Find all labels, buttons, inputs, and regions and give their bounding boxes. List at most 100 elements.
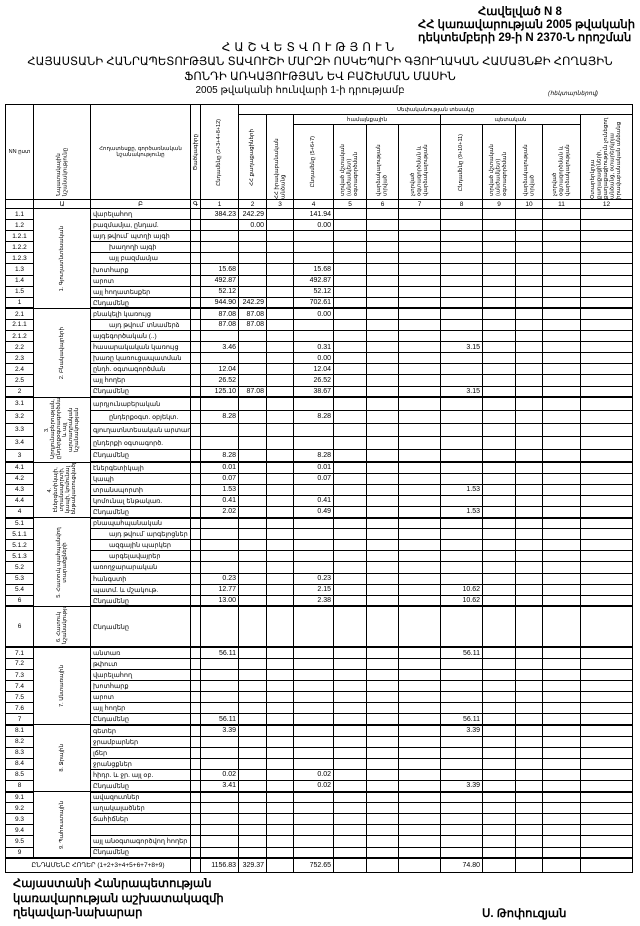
- code-cell: [190, 448, 201, 464]
- header-c10-label: վարձակալության տրված: [522, 144, 536, 196]
- row-number: 4.3: [5, 483, 34, 496]
- value-cell-col-9: [482, 813, 516, 826]
- column-number: 7: [398, 199, 441, 209]
- value-cell-col-11: [542, 517, 581, 530]
- value-cell-col-7: [398, 472, 441, 485]
- value-cell-col-1: 1.53: [200, 483, 239, 496]
- land-fund-table: NN ըստ Նպատակային նշանակությունը Հողատես…: [5, 104, 634, 873]
- total-value-col-8: 74.80: [440, 857, 483, 873]
- value-cell-col-9: [482, 702, 516, 715]
- value-cell-col-9: [482, 330, 516, 343]
- value-cell-col-8: [440, 274, 483, 287]
- value-cell-col-4: 0.00: [293, 219, 334, 232]
- value-cell-col-8: [440, 263, 483, 276]
- value-cell-col-7: [398, 230, 441, 243]
- table-row: 9.3 ճահիճներ: [5, 813, 634, 826]
- table-row: 4 Ընդամենը 2.02 0.49 1.53: [5, 505, 634, 519]
- value-cell-col-3: [266, 572, 294, 585]
- value-cell-col-5: [333, 374, 367, 387]
- value-cell-col-11: [542, 528, 581, 541]
- value-cell-col-8: [440, 802, 483, 815]
- value-cell-col-7: [398, 824, 441, 837]
- total-value-col-12: [579, 857, 634, 873]
- row-number: 5.1.2: [5, 539, 34, 552]
- row-number: 5.1.1: [5, 528, 34, 541]
- value-cell-col-7: [398, 494, 441, 507]
- table-row: 8.1 8. Ջրային գետեր 3.39 3.39: [5, 724, 634, 793]
- code-cell: [190, 494, 201, 507]
- land-type-name: ազգային պարկեր: [90, 539, 191, 552]
- table-row: 1.1 1. Գյուղատնտեսական վարելահող 384.23 242.…: [5, 207, 634, 309]
- code-cell: [190, 252, 201, 265]
- header-c7: չտրված օգտագործման և վարձակալության: [398, 124, 441, 200]
- value-cell-col-11: [542, 461, 581, 474]
- column-number: 9: [482, 199, 516, 209]
- value-cell-col-4: [293, 539, 334, 552]
- value-cell-col-2: [238, 363, 267, 376]
- row-number: 1.5: [5, 285, 34, 298]
- value-cell-col-2: 242.29: [238, 207, 267, 221]
- value-cell-col-9: [482, 668, 516, 682]
- row-number: 9.4: [5, 824, 34, 837]
- value-cell-col-7: [398, 550, 441, 563]
- value-cell-col-8: [440, 409, 483, 424]
- land-type-name: Ընդամենը: [90, 846, 191, 860]
- value-cell-col-4: [293, 813, 334, 826]
- value-cell-col-9: [482, 583, 516, 596]
- land-type-name: ընդհ. օգտագործման: [90, 363, 191, 376]
- value-cell-col-4: [293, 318, 334, 332]
- row-number: 8.4: [5, 757, 34, 770]
- value-cell-col-12: [579, 341, 634, 354]
- value-cell-col-12: [579, 735, 634, 748]
- value-cell-col-7: [398, 505, 441, 519]
- value-cell-col-10: [515, 494, 543, 507]
- land-type-name: հասարակական կառույց: [90, 341, 191, 354]
- value-cell-col-4: 15.68: [293, 263, 334, 276]
- value-cell-col-12: [579, 352, 634, 365]
- value-cell-col-1: 0.23: [200, 572, 239, 585]
- column-number: 8: [440, 199, 483, 209]
- value-cell-col-9: [482, 757, 516, 770]
- value-cell-col-7: [398, 385, 441, 399]
- value-cell-col-10: [515, 483, 543, 496]
- value-cell-col-8: [440, 448, 483, 464]
- value-cell-col-1: 52.12: [200, 285, 239, 298]
- value-cell-col-6: [366, 461, 399, 474]
- value-cell-col-5: [333, 435, 367, 450]
- header-community: համայնքային: [293, 114, 441, 125]
- land-type-name: վարելահող: [90, 207, 191, 221]
- value-cell-col-8: 1.53: [440, 505, 483, 519]
- value-cell-col-9: [482, 285, 516, 298]
- value-cell-col-2: [238, 702, 267, 715]
- annex-line-3: դեկտեմբերի 29-ի N 2370-Ն որոշման: [418, 32, 632, 44]
- value-cell-col-3: [266, 472, 294, 485]
- value-cell-col-7: [398, 363, 441, 376]
- value-cell-col-12: [579, 657, 634, 671]
- value-cell-col-9: [482, 605, 516, 649]
- code-cell: [190, 517, 201, 530]
- table-row: 7.3 վարելահող: [5, 668, 634, 682]
- value-cell-col-12: [579, 668, 634, 682]
- value-cell-col-7: [398, 330, 441, 343]
- value-cell-col-6: [366, 252, 399, 265]
- value-cell-col-3: [266, 835, 294, 848]
- value-cell-col-8: [440, 396, 483, 411]
- code-cell: [190, 374, 201, 387]
- value-cell-col-8: 56.11: [440, 646, 483, 659]
- value-cell-col-1: [200, 561, 239, 574]
- value-cell-col-5: [333, 583, 367, 596]
- column-number: Բ: [90, 199, 191, 209]
- value-cell-col-2: [238, 241, 267, 254]
- code-cell: [190, 657, 201, 671]
- value-cell-col-8: [440, 539, 483, 552]
- total-value-col-4: 752.65: [293, 857, 334, 873]
- code-cell: [190, 691, 201, 704]
- total-value-col-10: [515, 857, 543, 873]
- group-label-text: 1. Գյուղատնտեսական: [59, 225, 65, 292]
- value-cell-col-11: [542, 274, 581, 287]
- value-cell-col-7: [398, 680, 441, 693]
- value-cell-col-2: [238, 422, 267, 437]
- header-c11-label: չտրված օգտագործման և վարձակալության: [551, 144, 571, 196]
- value-cell-col-11: [542, 702, 581, 715]
- value-cell-col-11: [542, 505, 581, 519]
